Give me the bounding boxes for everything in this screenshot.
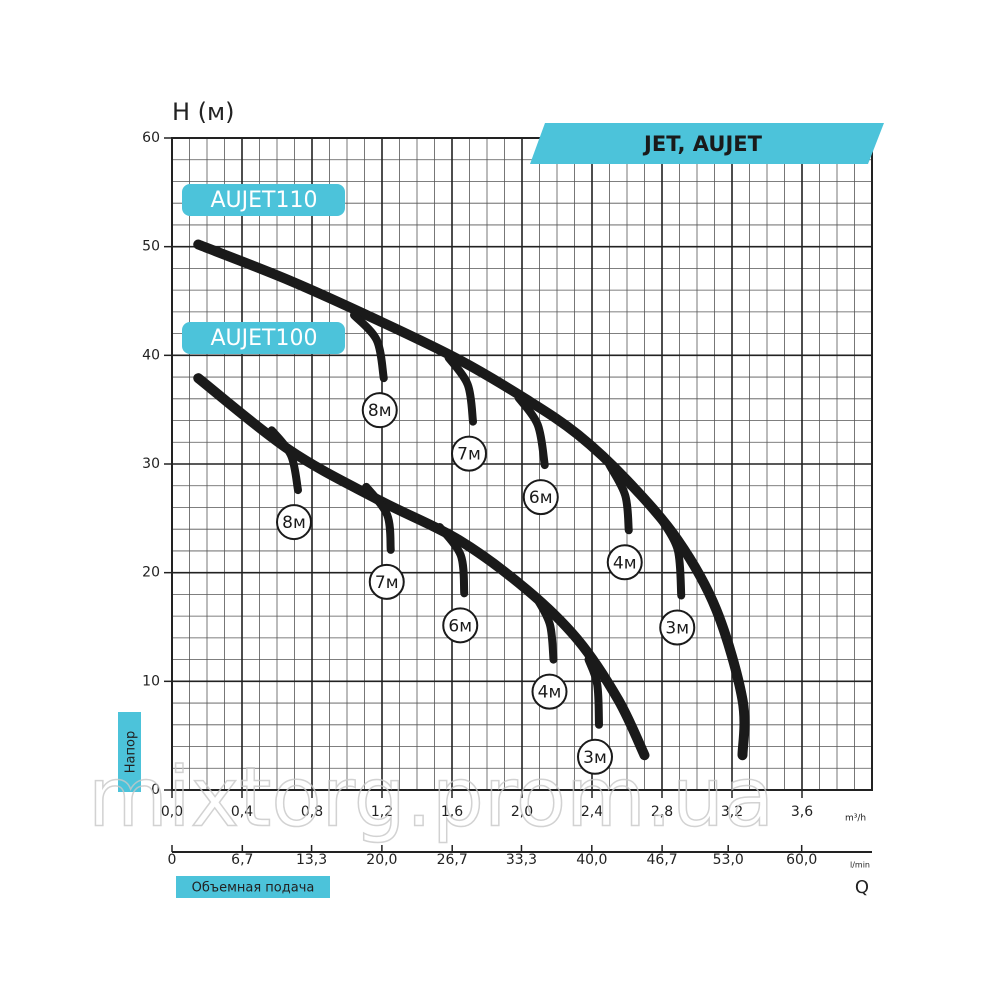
curves: [193, 239, 750, 761]
depth-badge: [442, 607, 479, 644]
x-unit: m³/h: [845, 814, 866, 824]
legend-label: AUJET110: [211, 188, 318, 213]
y-tick-label: 20: [142, 565, 160, 581]
x2-tick-label: 6,7: [231, 852, 253, 868]
depth-badge: [276, 504, 312, 541]
x-tick-label: 2,0: [511, 804, 533, 820]
y-tick-label: 30: [142, 456, 160, 472]
labels: 8м 7м 6м 4м 3м AUJET110 8м 7м 6м 4м 3м AUJET100: [182, 184, 696, 775]
depth-label: 3м: [583, 748, 607, 768]
depth-badge: [451, 435, 487, 472]
depth-badge: [606, 544, 643, 581]
depth-badge: [368, 563, 405, 600]
suction-curve: [605, 461, 633, 535]
x2-tick-label: 53,0: [713, 852, 744, 868]
depth-badge: [659, 609, 696, 646]
depth-label: 7м: [375, 573, 399, 593]
depth-label: 6м: [448, 616, 472, 636]
title-banner: [530, 123, 884, 164]
x2-tick-label: 33,3: [506, 852, 537, 868]
x-tick-label: 3,6: [791, 804, 813, 820]
y-tick-label: 60: [142, 130, 160, 146]
x2-tick-label: 40,0: [576, 852, 607, 868]
x2-tick-label: 46,7: [647, 852, 678, 868]
x-symbol: Q: [855, 877, 869, 898]
x-axis-title: Объемная подача: [192, 881, 315, 896]
x2-tick-label: 0: [168, 852, 177, 868]
x-tick-label: 1,6: [441, 804, 463, 820]
suction-curve: [514, 393, 549, 470]
legend-label: AUJET100: [211, 326, 318, 351]
x-tick-label: 3,2: [721, 804, 743, 820]
y-tick-label: 40: [142, 347, 160, 363]
y-title-box: [118, 712, 141, 792]
y-axis-title: Напор: [124, 731, 139, 773]
depth-badge: [361, 392, 398, 429]
y-tick-label: 50: [142, 239, 160, 255]
depth-label: 8м: [282, 513, 306, 533]
depth-label: 4м: [613, 553, 637, 573]
depth-badge: [522, 479, 559, 516]
x-title-box: [176, 876, 330, 898]
suction-curve: [533, 595, 558, 664]
x-tick-label: 0,4: [231, 804, 253, 820]
depth-label: 8м: [368, 401, 392, 421]
depth-label: 7м: [457, 445, 481, 465]
x2-tick-label: 60,0: [786, 852, 817, 868]
suction-curve: [350, 311, 388, 383]
x2-tick-label: 26,7: [437, 852, 468, 868]
suction-curve: [584, 655, 603, 729]
plot-frame: [171, 137, 873, 791]
x-tick-label: 0,8: [301, 804, 323, 820]
depth-label: 6м: [529, 488, 553, 508]
depth-badge: [531, 673, 568, 710]
suction-curve: [267, 426, 302, 495]
x2-tick-label: 13,3: [296, 852, 327, 868]
x-tick-label: 1,2: [371, 804, 393, 820]
suction-curve: [435, 523, 469, 598]
curve: [193, 239, 750, 761]
grid: 0,0 0,4 0,8 1,2 1,6 2,0 2,4 2,8 3,2 3,6 0 6,7 13,3 20…: [142, 130, 873, 868]
depth-label: 3м: [665, 618, 689, 638]
suction-curve: [362, 482, 395, 554]
x2-unit: l/min: [850, 861, 870, 870]
watermark: mixtorg.prom.ua: [88, 750, 774, 845]
y-tick-label: 10: [142, 673, 160, 689]
series-badge: [182, 184, 345, 216]
suction-curve: [444, 353, 477, 426]
suction-curve: [658, 516, 686, 600]
x-tick-label: 2,8: [651, 804, 673, 820]
x-tick-label: 2,4: [581, 804, 603, 820]
x2-tick-label: 20,0: [366, 852, 397, 868]
depth-label: 4м: [538, 683, 562, 703]
y-label: H (м): [172, 98, 235, 126]
y-tick-label: 0: [151, 782, 160, 798]
x-tick-label: 0,0: [161, 804, 183, 820]
series-badge: [182, 322, 345, 354]
depth-badge: [577, 738, 613, 775]
chart-title: JET, AUJET: [642, 132, 763, 156]
